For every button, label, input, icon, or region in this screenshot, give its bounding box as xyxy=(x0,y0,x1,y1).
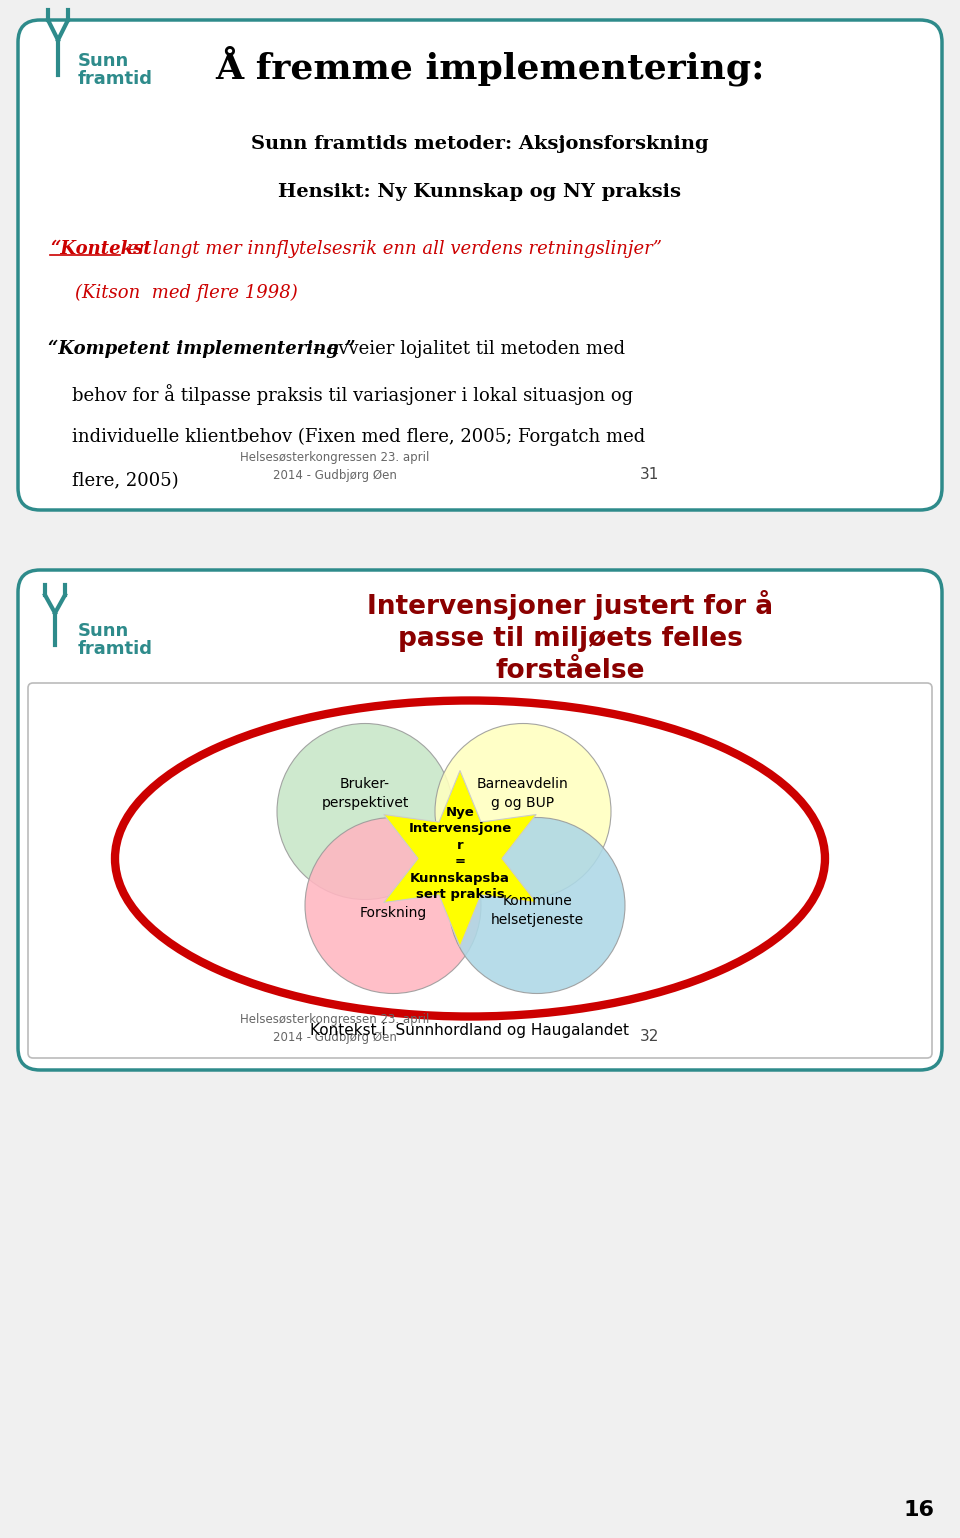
Text: Å fremme implementering:: Å fremme implementering: xyxy=(215,45,765,86)
Text: Kontekst i  Sunnhordland og Haugalandet: Kontekst i Sunnhordland og Haugalandet xyxy=(310,1023,630,1038)
FancyBboxPatch shape xyxy=(18,571,942,1070)
FancyBboxPatch shape xyxy=(28,683,932,1058)
Text: (Kitson  med flere 1998): (Kitson med flere 1998) xyxy=(75,285,298,303)
Circle shape xyxy=(305,818,481,994)
Text: “Kontekst: “Kontekst xyxy=(50,240,152,258)
Text: Hensikt: Ny Kunnskap og NY praksis: Hensikt: Ny Kunnskap og NY praksis xyxy=(278,183,682,201)
Circle shape xyxy=(449,818,625,994)
Text: Intervensjoner justert for å
passe til miljøets felles
forståelse: Intervensjoner justert for å passe til m… xyxy=(367,591,773,684)
Text: Barneavdelin
g og BUP: Barneavdelin g og BUP xyxy=(477,777,569,809)
Text: Sunn: Sunn xyxy=(78,52,130,71)
Text: er langt mer innflytelsesrik enn all verdens retningslinjer”: er langt mer innflytelsesrik enn all ver… xyxy=(122,240,662,258)
Text: framtid: framtid xyxy=(78,71,153,88)
Text: – avveier lojalitet til metoden med: – avveier lojalitet til metoden med xyxy=(313,340,625,358)
Polygon shape xyxy=(384,771,537,946)
Text: “Kompetent implementering ”: “Kompetent implementering ” xyxy=(48,340,355,358)
Text: Forskning: Forskning xyxy=(359,906,426,921)
Text: Nye
Intervensjone
r
=
Kunnskapsba
sert praksis: Nye Intervensjone r = Kunnskapsba sert p… xyxy=(408,806,512,901)
Text: Sunn: Sunn xyxy=(78,621,130,640)
Text: 16: 16 xyxy=(904,1500,935,1520)
Text: 31: 31 xyxy=(640,468,660,481)
Text: individuelle klientbehov (Fixen med flere, 2005; Forgatch med: individuelle klientbehov (Fixen med fler… xyxy=(72,428,645,446)
Ellipse shape xyxy=(115,700,825,1017)
FancyBboxPatch shape xyxy=(18,20,942,511)
Text: Helsesøsterkongressen 23. april
2014 - Gudbjørg Øen: Helsesøsterkongressen 23. april 2014 - G… xyxy=(240,1014,430,1044)
Text: framtid: framtid xyxy=(78,640,153,658)
Text: Sunn framtids metoder: Aksjonsforskning: Sunn framtids metoder: Aksjonsforskning xyxy=(252,135,708,152)
Text: flere, 2005): flere, 2005) xyxy=(72,472,179,491)
Circle shape xyxy=(435,723,611,900)
Text: 32: 32 xyxy=(640,1029,660,1044)
Text: Helsesøsterkongressen 23. april
2014 - Gudbjørg Øen: Helsesøsterkongressen 23. april 2014 - G… xyxy=(240,451,430,481)
Text: Kommune
helsetjeneste: Kommune helsetjeneste xyxy=(491,894,584,927)
Text: Bruker-
perspektivet: Bruker- perspektivet xyxy=(322,777,409,809)
Text: behov for å tilpasse praksis til variasjoner i lokal situasjon og: behov for å tilpasse praksis til variasj… xyxy=(72,384,634,404)
Circle shape xyxy=(277,723,453,900)
